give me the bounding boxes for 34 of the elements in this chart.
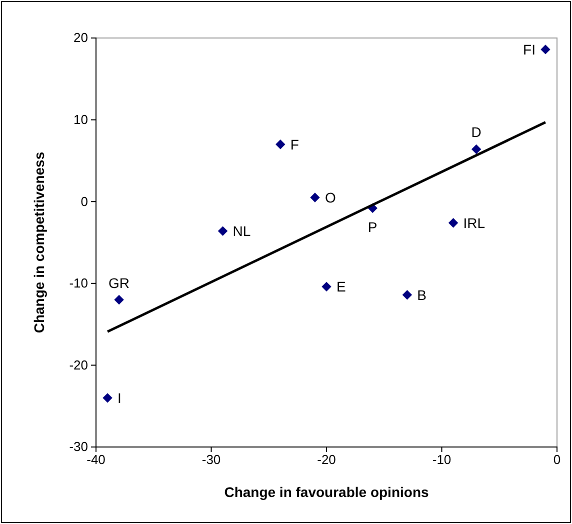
point bbox=[471, 144, 482, 154]
point bbox=[114, 294, 124, 305]
annotation: FI bbox=[523, 41, 536, 58]
y-tick-label: 20 bbox=[74, 30, 88, 46]
y-tick-label: 10 bbox=[74, 112, 88, 127]
point bbox=[276, 139, 286, 150]
annotation: NL bbox=[232, 223, 251, 240]
y-axis-title: Change in competitiveness bbox=[31, 152, 47, 334]
annotation: I bbox=[118, 390, 122, 406]
point bbox=[448, 218, 458, 228]
x-tick-label: -20 bbox=[317, 452, 336, 468]
x-tick-label: -30 bbox=[202, 452, 221, 468]
point bbox=[322, 282, 332, 292]
x-tick-label: 0 bbox=[553, 452, 561, 468]
point bbox=[310, 192, 320, 202]
annotation: F bbox=[290, 136, 299, 152]
x-tick-label: -40 bbox=[86, 452, 106, 468]
annotation: GR bbox=[108, 274, 130, 291]
x-tick-label: -10 bbox=[432, 452, 452, 468]
x-axis-title: Change in favourable opinions bbox=[224, 484, 429, 500]
point bbox=[540, 44, 550, 54]
annotation: IRL bbox=[463, 214, 486, 231]
point bbox=[102, 393, 112, 403]
annotation: E bbox=[336, 278, 346, 295]
annotation: B bbox=[417, 286, 427, 303]
point bbox=[218, 226, 228, 236]
annotation: D bbox=[471, 124, 482, 140]
y-tick-label: -30 bbox=[69, 439, 88, 454]
annotation: P bbox=[368, 219, 378, 236]
y-tick-label: -20 bbox=[69, 357, 88, 372]
annotation: O bbox=[324, 190, 336, 206]
y-tick-label: 0 bbox=[80, 194, 88, 209]
y-tick-label: -10 bbox=[69, 276, 88, 291]
point bbox=[402, 290, 412, 300]
